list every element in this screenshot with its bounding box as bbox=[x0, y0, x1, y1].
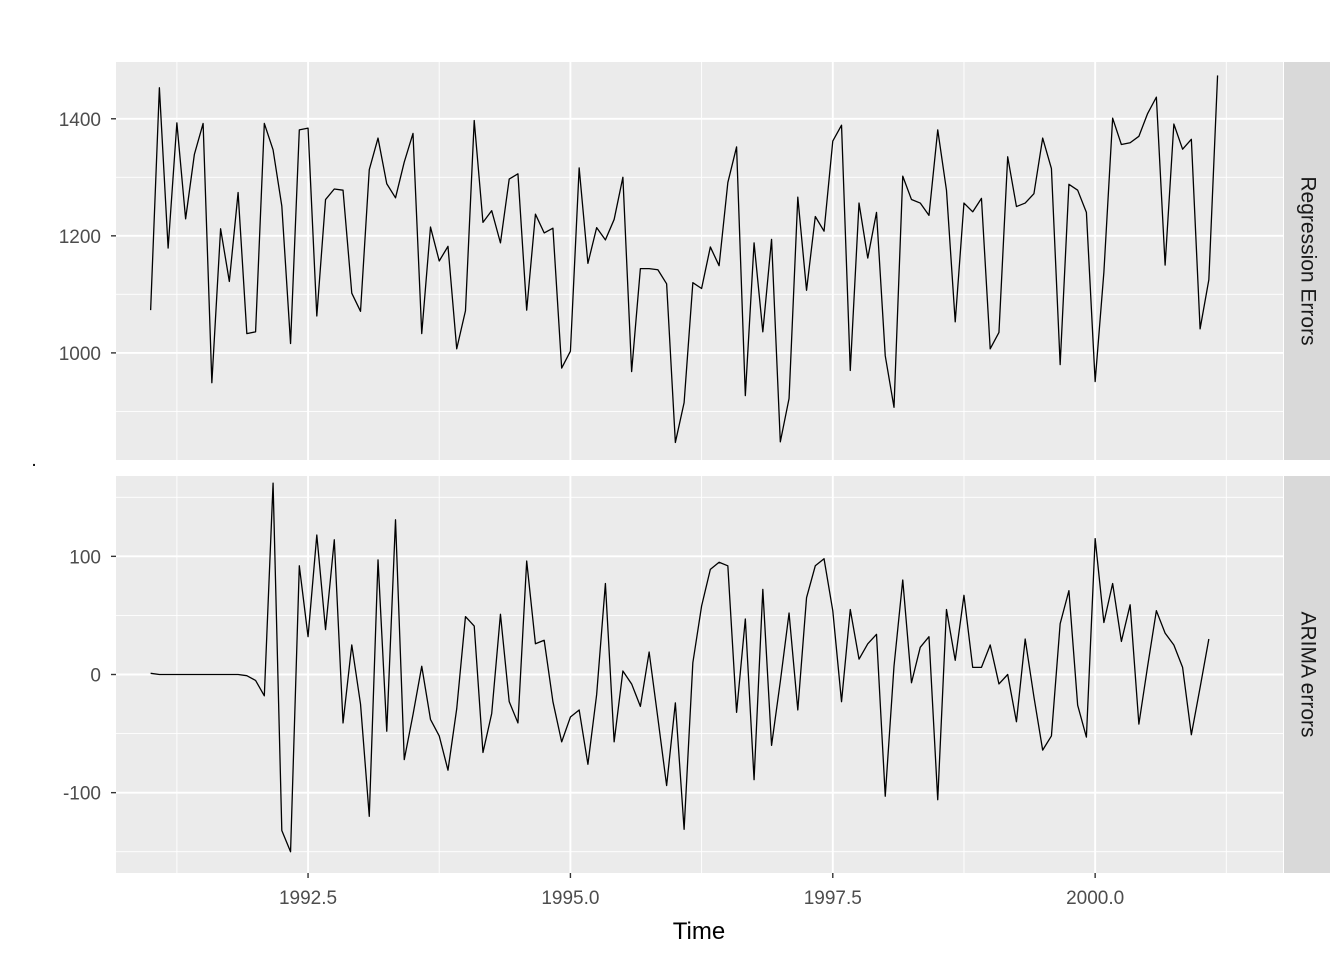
stray-mark: . bbox=[31, 450, 36, 471]
series-line bbox=[149, 75, 1219, 444]
facet-strip-label: Regression Errors bbox=[1296, 176, 1319, 345]
y-tick-label: 1000 bbox=[59, 344, 101, 365]
x-axis-title: Time bbox=[673, 918, 725, 945]
series-line bbox=[150, 482, 1210, 853]
y-tick-label: 0 bbox=[90, 666, 101, 687]
facet-strip bbox=[1284, 62, 1330, 460]
y-tick-label: 100 bbox=[69, 547, 101, 568]
x-tick-label: 2000.0 bbox=[1066, 888, 1124, 909]
facet-strip-label: ARIMA errors bbox=[1296, 611, 1319, 737]
panels-layer: 1000 1200 1400 Regression Errors -100 0 100 ARI… bbox=[59, 62, 1330, 873]
x-tick-label: 1995.0 bbox=[541, 888, 599, 909]
panel-1: 1000 1200 1400 Regression Errors bbox=[59, 62, 1330, 460]
x-tick-label: 1992.5 bbox=[279, 888, 337, 909]
panel-background bbox=[116, 62, 1283, 460]
panel-2: -100 0 100 ARIMA errors bbox=[63, 476, 1330, 873]
facet-strip bbox=[1284, 476, 1330, 873]
y-tick-label: -100 bbox=[63, 784, 101, 805]
x-axis: 1992.5 1995.0 1997.5 2000.0 bbox=[279, 873, 1124, 909]
x-tick-label: 1997.5 bbox=[804, 888, 862, 909]
y-tick-label: 1200 bbox=[59, 227, 101, 248]
y-tick-label: 1400 bbox=[59, 110, 101, 131]
